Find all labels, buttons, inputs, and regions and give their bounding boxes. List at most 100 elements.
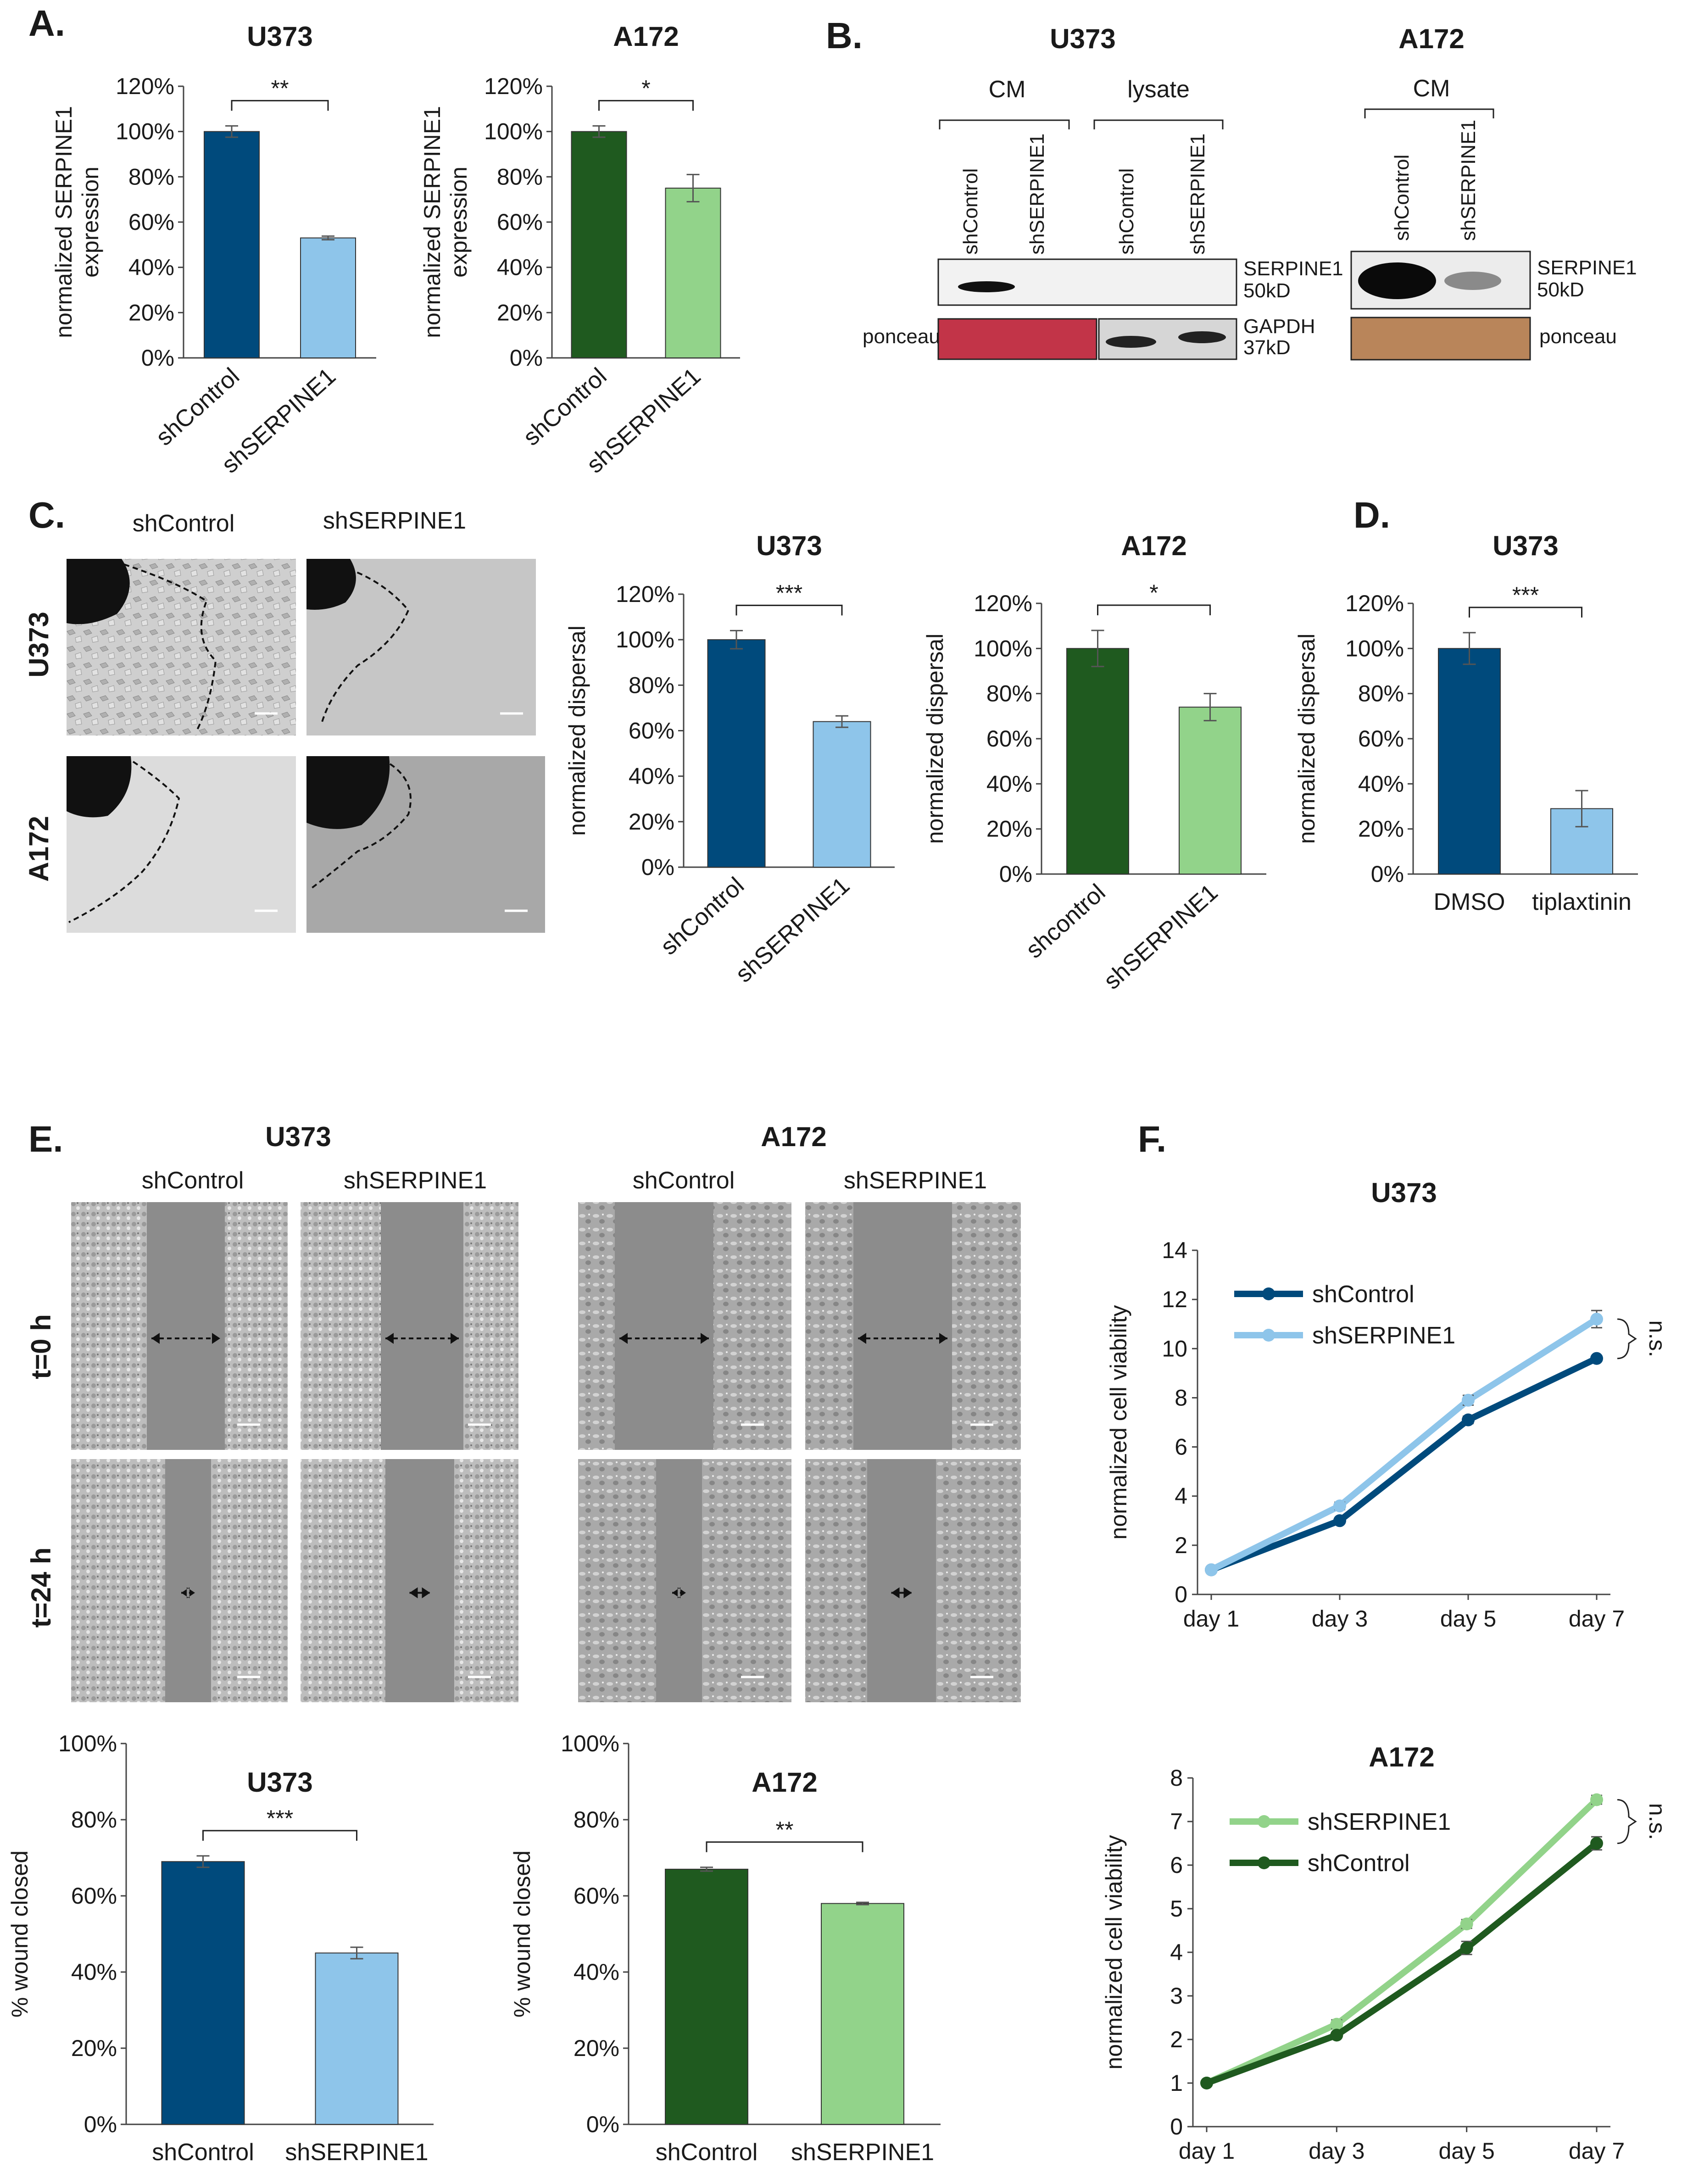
x-tick-label: day 3 xyxy=(1309,2138,1365,2164)
series-line xyxy=(1205,1841,1599,2086)
lane-label: shControl xyxy=(1115,168,1138,255)
dispersal-outline xyxy=(123,563,217,730)
chart-e-a172: A172 0% 20% 40% 60% 80% 100% % wound closed shCo… xyxy=(509,1731,941,2166)
y-tick-label: 0% xyxy=(510,345,543,371)
error-bar xyxy=(686,173,700,203)
chart-title: A172 xyxy=(1369,1742,1434,1772)
y-axis-label: % wound closed xyxy=(509,1850,535,2017)
bar xyxy=(707,639,766,868)
lane-label: shControl xyxy=(1391,155,1413,241)
y-tick-label: 60% xyxy=(1358,726,1404,752)
y-tick-label: 0% xyxy=(84,2112,117,2137)
bar xyxy=(1066,648,1129,875)
y-tick-label: 40% xyxy=(986,771,1032,797)
x-tick-label: shControl xyxy=(656,872,749,960)
y-tick-label: 60% xyxy=(71,1883,117,1909)
lysate-bracket xyxy=(1093,119,1224,129)
wound-gap xyxy=(385,1459,454,1702)
wound-gap xyxy=(656,1459,702,1702)
y-tick-label: 6 xyxy=(1170,1852,1183,1878)
chart-title: A172 xyxy=(613,21,679,52)
panel-label-d: D. xyxy=(1353,495,1390,535)
y-tick-label: 5 xyxy=(1170,1896,1183,1922)
panel-label-e: E. xyxy=(28,1119,63,1159)
arrowhead-icon xyxy=(409,1587,430,1599)
y-tick-label: 60% xyxy=(574,1883,619,1909)
data-point xyxy=(1590,1352,1603,1365)
significance-label: ** xyxy=(271,75,289,101)
chart-title: U373 xyxy=(247,21,312,52)
panel-label-b: B. xyxy=(826,15,863,56)
chart-c-u373: U373 0% 20% 40% 60% 80% 100% 120% normalized dis… xyxy=(564,530,895,988)
data-point xyxy=(1590,1837,1603,1850)
y-tick-label: 20% xyxy=(128,300,174,325)
bar xyxy=(1179,707,1242,875)
dispersal-outline xyxy=(311,763,412,889)
series-line xyxy=(1210,1355,1598,1573)
chart-title: A172 xyxy=(752,1767,817,1798)
blot-band xyxy=(1444,272,1501,290)
y-tick-label: 14 xyxy=(1162,1237,1187,1263)
y-axis-label: normalized dispersal xyxy=(922,634,948,844)
legend-label: shControl xyxy=(1312,1281,1415,1308)
data-point xyxy=(1462,1413,1475,1426)
ponceau-stain-a172 xyxy=(1350,317,1531,361)
data-point xyxy=(1330,2028,1343,2042)
y-tick-label: 60% xyxy=(497,209,543,235)
y-tick-label: 20% xyxy=(629,809,674,835)
y-tick-label: 80% xyxy=(986,681,1032,707)
significance-bracket xyxy=(1469,607,1582,618)
data-point xyxy=(1590,1313,1603,1326)
error-bar xyxy=(835,715,848,728)
data-point xyxy=(1460,1941,1473,1955)
spheroid xyxy=(306,756,390,829)
y-tick-label: 0% xyxy=(586,2112,619,2137)
y-tick-label: 120% xyxy=(974,591,1032,616)
chart-a-a172: A172 0% 20% 40% 60% 80% 100% 120% normalized SER… xyxy=(419,21,740,479)
significance-label: *** xyxy=(776,580,802,606)
error-bar xyxy=(350,1946,363,1960)
y-tick-label: 100% xyxy=(561,1731,619,1756)
panel-label-c: C. xyxy=(28,495,65,535)
micrograph-col-header: shSERPINE1 xyxy=(344,1167,487,1194)
y-tick-label: 20% xyxy=(574,2035,619,2061)
legend-label: shControl xyxy=(1308,1850,1410,1877)
ponceau-label: ponceau xyxy=(863,325,940,348)
western-blot-u373: U373 CM lysate shControl shSERPINE1 shCo… xyxy=(863,23,1343,360)
y-axis-label: % wound closed xyxy=(7,1850,33,2017)
wound-gap xyxy=(147,1202,225,1450)
y-tick-label: 12 xyxy=(1162,1287,1187,1312)
y-axis-label: expression xyxy=(446,167,472,278)
series-line xyxy=(1205,1797,1599,2086)
y-tick-label: 4 xyxy=(1175,1483,1187,1509)
y-tick-label: 4 xyxy=(1170,1939,1183,1965)
y-tick-label: 8 xyxy=(1175,1385,1187,1410)
y-tick-label: 2 xyxy=(1170,2027,1183,2052)
y-tick-label: 6 xyxy=(1175,1434,1187,1460)
chart-title: U373 xyxy=(1493,530,1558,561)
y-tick-label: 120% xyxy=(116,73,174,99)
y-tick-label: 3 xyxy=(1170,1983,1183,2009)
x-tick-label: day 5 xyxy=(1439,2138,1495,2164)
significance-bracket xyxy=(598,100,694,111)
y-tick-label: 20% xyxy=(986,816,1032,842)
arrowhead-icon xyxy=(385,1333,459,1344)
spheroid xyxy=(306,559,356,610)
blot-title-a172: A172 xyxy=(1398,23,1464,54)
micrograph-row-label: t=0 h xyxy=(26,1314,56,1379)
x-tick-label: tiplaxtinin xyxy=(1532,889,1632,915)
legend-marker xyxy=(1262,1287,1275,1300)
ponceau-label: ponceau xyxy=(1539,325,1617,348)
wound-gap xyxy=(867,1459,936,1702)
lane-label: shSERPINE1 xyxy=(1457,120,1480,241)
y-tick-label: 40% xyxy=(574,1959,619,1985)
micrograph-col-header: shSERPINE1 xyxy=(844,1167,987,1194)
blot-header-cm: CM xyxy=(989,76,1026,103)
western-blot-a172: A172 CM shControl shSERPINE1 SERPINE1 50… xyxy=(1350,23,1637,361)
error-bar xyxy=(1575,790,1588,828)
chart-f-u373: U373 0 2 4 6 8 10 12 14 day 1 day 3 day 5 day 7 norma… xyxy=(1106,1177,1670,1632)
chart-a-u373: U373 0% 20% 40% 60% 80% 100% 120% normalized SER… xyxy=(51,21,376,479)
error-bar xyxy=(730,630,743,650)
y-tick-label: 80% xyxy=(71,1807,117,1833)
